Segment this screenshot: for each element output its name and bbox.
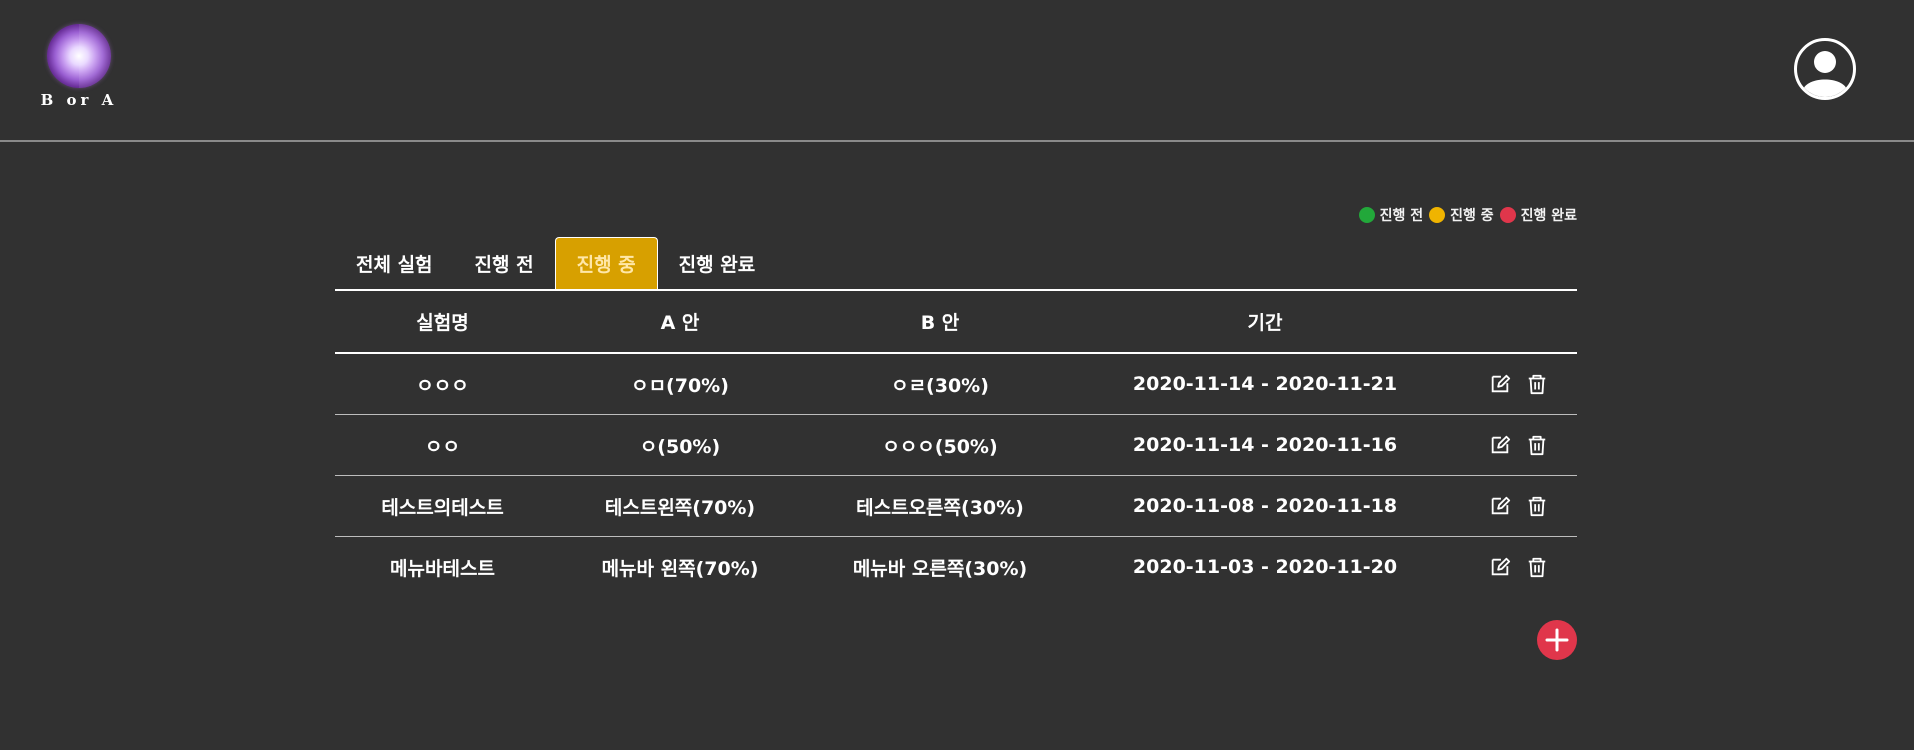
tab-before[interactable]: 진행 전 bbox=[474, 253, 534, 276]
trash-icon[interactable] bbox=[1526, 373, 1548, 395]
tab-all[interactable]: 전체 실험 bbox=[356, 253, 433, 276]
row-actions bbox=[1460, 353, 1577, 415]
logo-text: B or A bbox=[40, 91, 118, 109]
table-header-row: 실험명 A 안 B 안 기간 bbox=[335, 291, 1577, 354]
trash-icon[interactable] bbox=[1526, 556, 1548, 578]
edit-icon[interactable] bbox=[1489, 373, 1511, 395]
table-row: 메뉴바테스트 메뉴바 왼쪽(70%) 메뉴바 오른쪽(30%) 2020-11-… bbox=[335, 537, 1577, 598]
experiment-period: 2020-11-14 - 2020-11-16 bbox=[1070, 414, 1460, 476]
variant-b: ㅇㅇㅇ(50%) bbox=[810, 414, 1070, 476]
experiment-name: 메뉴바테스트 bbox=[390, 557, 495, 580]
column-header-name: 실험명 bbox=[335, 291, 550, 354]
legend-complete: 진행 완료 bbox=[1499, 205, 1577, 225]
experiment-name: 테스트의테스트 bbox=[335, 475, 550, 537]
profile-button[interactable] bbox=[1794, 38, 1856, 100]
table-row: ㅇㅇ ㅇ(50%) ㅇㅇㅇ(50%) 2020-11-14 - 2020-11-… bbox=[335, 414, 1577, 476]
experiment-period: 2020-11-03 - 2020-11-20 bbox=[1132, 556, 1398, 578]
experiment-table: 실험명 A 안 B 안 기간 ㅇㅇㅇ ㅇㅁ(70%) ㅇㄹ(30%) 2020-… bbox=[335, 291, 1577, 597]
experiment-tabs: 전체 실험 진행 전 진행 중 진행 완료 bbox=[335, 237, 1577, 291]
header: B or A bbox=[0, 0, 1914, 142]
status-dot-red bbox=[1499, 207, 1516, 223]
legend-label: 진행 중 bbox=[1450, 208, 1494, 224]
logo-mark bbox=[47, 24, 111, 88]
edit-icon[interactable] bbox=[1489, 434, 1511, 456]
experiment-name: ㅇㅇ bbox=[335, 414, 550, 476]
experiment-period: 2020-11-08 - 2020-11-18 bbox=[1070, 475, 1460, 537]
edit-icon[interactable] bbox=[1489, 495, 1511, 517]
variant-a: 테스트왼쪽(70%) bbox=[550, 475, 810, 537]
row-actions bbox=[1460, 537, 1577, 598]
experiment-name: ㅇㅇㅇ bbox=[335, 353, 550, 415]
column-header-b: B 안 bbox=[810, 291, 1070, 354]
legend-before: 진행 전 bbox=[1358, 205, 1424, 225]
variant-a: 메뉴바 왼쪽(70%) bbox=[601, 557, 759, 580]
user-circle-icon bbox=[1803, 51, 1847, 97]
variant-a: ㅇ(50%) bbox=[550, 414, 810, 476]
row-actions bbox=[1460, 475, 1577, 537]
status-dot-green bbox=[1358, 207, 1375, 223]
legend-label: 진행 완료 bbox=[1520, 208, 1577, 224]
tab-complete[interactable]: 진행 완료 bbox=[678, 253, 756, 276]
trash-icon[interactable] bbox=[1526, 434, 1548, 456]
legend-label: 진행 전 bbox=[1379, 208, 1424, 224]
status-legend: 진행 전 진행 중 진행 완료 bbox=[1358, 205, 1577, 225]
table-row: ㅇㅇㅇ ㅇㅁ(70%) ㅇㄹ(30%) 2020-11-14 - 2020-11… bbox=[335, 353, 1577, 415]
variant-b: ㅇㄹ(30%) bbox=[810, 353, 1070, 415]
trash-icon[interactable] bbox=[1526, 495, 1548, 517]
experiment-period: 2020-11-14 - 2020-11-21 bbox=[1070, 353, 1460, 415]
variant-b: 테스트오른쪽(30%) bbox=[810, 475, 1070, 537]
table-row: 테스트의테스트 테스트왼쪽(70%) 테스트오른쪽(30%) 2020-11-0… bbox=[335, 475, 1577, 537]
legend-in-progress: 진행 중 bbox=[1429, 205, 1494, 225]
add-experiment-button[interactable] bbox=[1537, 620, 1577, 660]
column-header-actions bbox=[1460, 291, 1577, 354]
variant-b: 메뉴바 오른쪽(30%) bbox=[852, 557, 1028, 580]
edit-icon[interactable] bbox=[1489, 556, 1511, 578]
column-header-a: A 안 bbox=[550, 291, 810, 354]
variant-a: ㅇㅁ(70%) bbox=[550, 353, 810, 415]
status-dot-yellow bbox=[1429, 207, 1446, 223]
column-header-period: 기간 bbox=[1070, 291, 1460, 354]
plus-icon bbox=[1545, 628, 1569, 652]
row-actions bbox=[1460, 414, 1577, 476]
logo[interactable]: B or A bbox=[37, 20, 121, 112]
tab-in-progress[interactable]: 진행 중 bbox=[554, 237, 658, 289]
